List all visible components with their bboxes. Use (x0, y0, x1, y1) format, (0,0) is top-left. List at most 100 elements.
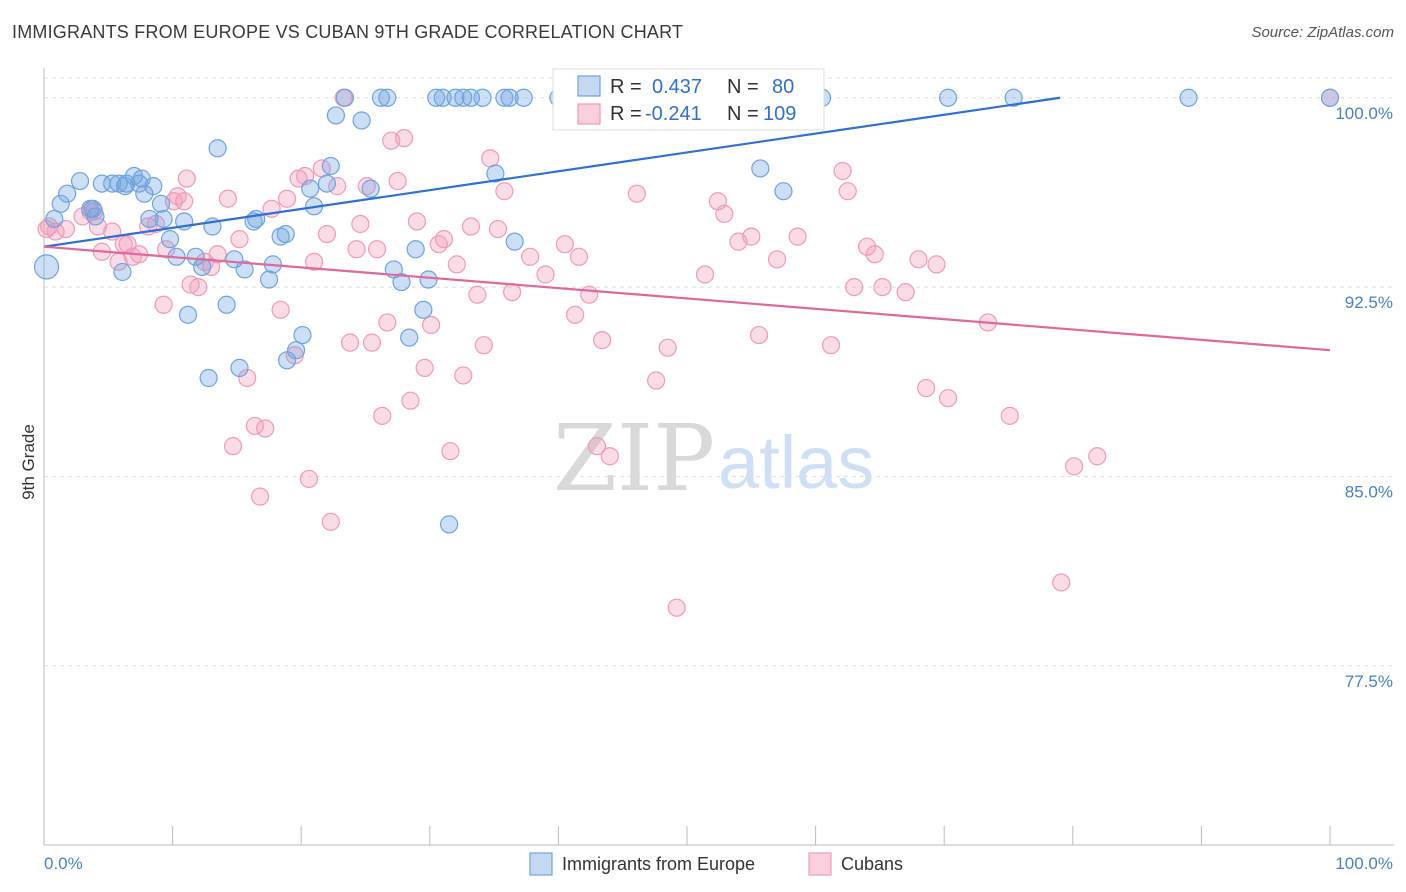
cubans-point-87 (667, 598, 686, 617)
cubans-point-107 (938, 389, 958, 408)
cubans-point-62 (421, 315, 441, 335)
bottom-legend: Immigrants from Europe Cubans (529, 852, 903, 876)
europe-point-78 (938, 88, 958, 107)
cubans-point-3 (56, 219, 75, 239)
legend-r-value-europe: 0.437 (652, 76, 702, 98)
legend-r-label-europe: R = (610, 76, 642, 98)
y-tick-labels: 100.0% 92.5% 85.0% 77.5% (1335, 104, 1393, 691)
x-tick-label-1: 100.0% (1335, 854, 1393, 873)
europe-point-62 (439, 515, 459, 534)
cubans-point-75 (521, 247, 540, 266)
cubans-point-82 (593, 331, 612, 350)
cubans-point-72 (488, 219, 508, 239)
europe-point-33 (230, 358, 249, 377)
europe-point-31 (217, 295, 236, 314)
cubans-point-110 (1052, 573, 1071, 592)
cubans-point-78 (566, 305, 585, 324)
europe-point-21 (154, 209, 173, 229)
europe-point-46 (317, 174, 337, 193)
cubans-point-45 (321, 512, 340, 531)
cubans-point-37 (277, 189, 297, 208)
cubans-point-96 (821, 336, 841, 355)
cubans-point-95 (788, 227, 807, 246)
europe-point-69 (500, 88, 519, 107)
cubans-point-65 (441, 442, 460, 461)
europe-point-18 (140, 209, 159, 229)
cubans-point-50 (351, 214, 370, 234)
legend-n-value-europe: 80 (772, 76, 794, 98)
cubans-point-55 (378, 313, 397, 332)
cubans-point-98 (838, 182, 857, 201)
cubans-point-83 (600, 447, 619, 466)
europe-point-19 (144, 177, 163, 196)
trend-lines (43, 96, 1331, 352)
legend-r-value-cubans: -0.241 (645, 103, 702, 125)
cubans-point-54 (373, 406, 392, 425)
europe-point-42 (286, 341, 306, 360)
europe-point-22 (160, 230, 180, 249)
europe-point-63 (446, 88, 465, 107)
cubans-point-28 (218, 189, 237, 208)
y-tick-label-3: 77.5% (1345, 672, 1393, 691)
watermark-zip: ZIP (553, 405, 715, 512)
europe-point-52 (371, 88, 391, 107)
cubans-point-41 (299, 469, 319, 489)
europe-point-74 (751, 159, 770, 178)
cubans-point-31 (238, 368, 257, 388)
cubans-point-48 (340, 333, 360, 352)
cubans-point-57 (388, 171, 407, 191)
europe-point-60 (427, 88, 446, 107)
chart-title: IMMIGRANTS FROM EUROPE VS CUBAN 9TH GRAD… (12, 22, 684, 42)
cubans-point-102 (873, 278, 892, 297)
europe-point-81 (1320, 88, 1340, 107)
cubans-point-70 (474, 336, 493, 355)
cubans-point-81 (587, 437, 607, 456)
cubans-point-64 (434, 230, 454, 249)
europe-point-36 (247, 209, 266, 229)
europe-point-51 (361, 179, 380, 198)
europe-point-53 (378, 88, 397, 107)
europe-point-61 (433, 88, 452, 107)
y-tick-label-0: 100.0% (1335, 104, 1393, 123)
x-tick-label-0: 0.0% (44, 854, 83, 873)
cubans-point-101 (865, 245, 884, 264)
cubans-point-94 (767, 250, 787, 269)
cubans-point-76 (536, 265, 555, 284)
europe-point-40 (276, 224, 295, 244)
cubans-point-71 (481, 149, 500, 168)
axes (43, 68, 1394, 846)
cubans-point-52 (362, 333, 382, 352)
europe-point-50 (352, 111, 371, 130)
cubans-point-90 (715, 204, 734, 223)
europe-point-71 (514, 88, 533, 107)
cubans-point-77 (555, 235, 574, 254)
cubans-point-100 (857, 237, 877, 256)
legend-swatch-cubans (577, 103, 601, 125)
europe-point-0 (33, 254, 60, 280)
source-label: Source: ZipAtlas.com (1251, 24, 1394, 41)
cubans-point-86 (658, 338, 677, 357)
europe-point-37 (259, 270, 279, 289)
europe-point-49 (335, 88, 355, 107)
bottom-legend-cubans: Cubans (841, 854, 903, 874)
legend-swatch-europe (577, 75, 601, 97)
cubans-point-33 (250, 487, 270, 506)
cubans-point-60 (407, 212, 427, 231)
europe-point-47 (321, 156, 340, 176)
y-tick-label-1: 92.5% (1345, 293, 1393, 312)
watermark-atlas: atlas (718, 421, 874, 504)
europe-point-11 (113, 262, 132, 282)
europe-point-26 (186, 247, 205, 266)
europe-point-59 (419, 270, 438, 289)
cubans-point-79 (569, 247, 589, 266)
cubans-point-67 (454, 366, 473, 385)
cubans-point-24 (189, 278, 208, 297)
cubans-point-49 (347, 240, 366, 259)
cubans-point-73 (495, 182, 514, 201)
bottom-legend-europe: Immigrants from Europe (562, 854, 755, 874)
legend-n-label-cubans: N = (727, 103, 759, 125)
europe-point-79 (1004, 88, 1023, 107)
cubans-point-99 (845, 278, 864, 297)
cubans-point-92 (742, 227, 761, 246)
